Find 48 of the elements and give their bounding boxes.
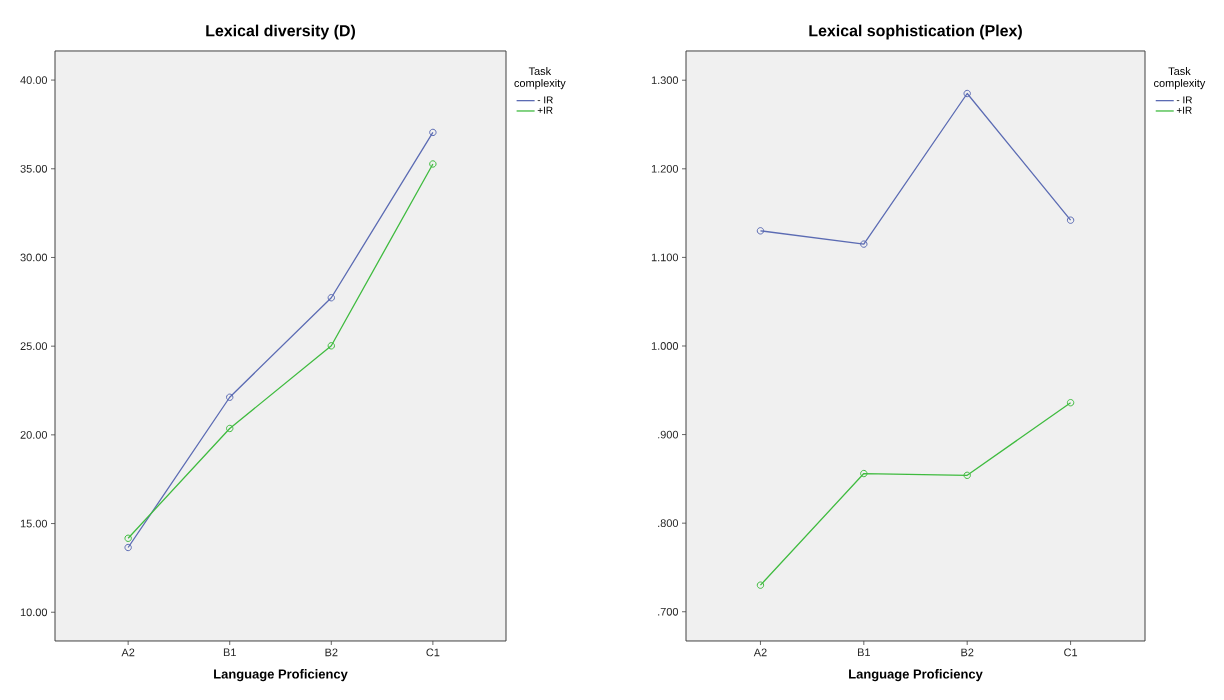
y-tick-label: 1.300 <box>651 76 679 85</box>
legend-label: +IR <box>1176 106 1192 114</box>
y-tick-label: 30.00 <box>20 253 48 262</box>
point <box>226 393 234 401</box>
point <box>124 543 132 552</box>
y-tick-label: 35.00 <box>20 164 48 173</box>
legend-title: Task complexity <box>514 66 566 90</box>
y-tick-label: .800 <box>658 519 679 528</box>
point <box>963 89 971 98</box>
y-tick-label: .700 <box>658 607 679 616</box>
y-tick-label: 1.000 <box>651 342 679 350</box>
x-tick-label: B2 <box>325 648 338 657</box>
chart-title: Lexical diversity (D) <box>206 24 355 40</box>
x-axis-title: Language Proficiency <box>214 669 348 682</box>
y-tick-label: 15.00 <box>20 519 48 528</box>
x-tick-label: B1 <box>223 648 236 657</box>
chart-title: Lexical sophistication (Plex) <box>809 24 1022 40</box>
point <box>756 581 765 589</box>
point <box>429 160 437 168</box>
point <box>756 227 765 235</box>
x-axis-title: Language Proficiency <box>849 669 983 682</box>
legend-label: - IR <box>1176 96 1192 104</box>
y-tick-label: 40.00 <box>20 76 48 84</box>
x-tick-label: B2 <box>961 648 974 657</box>
x-tick-label: C1 <box>1064 648 1078 657</box>
y-tick-label: 20.00 <box>20 430 48 439</box>
x-tick-label: C1 <box>426 648 440 657</box>
point <box>1066 216 1075 224</box>
point <box>963 471 971 480</box>
point <box>860 240 868 248</box>
y-tick-label: 1.200 <box>651 164 679 173</box>
legend-label: +IR <box>537 106 553 114</box>
point <box>226 424 234 433</box>
y-tick-label: 25.00 <box>20 342 48 351</box>
point <box>124 534 132 542</box>
y-tick-label: .900 <box>658 430 679 439</box>
legend-label: - IR <box>537 96 553 104</box>
point <box>1066 398 1075 407</box>
point <box>860 469 868 478</box>
point <box>429 128 437 137</box>
x-tick-label: A2 <box>753 648 767 657</box>
x-tick-label: B1 <box>858 648 870 657</box>
legend-title: Task complexity <box>1154 66 1206 90</box>
point <box>327 294 335 302</box>
y-tick-label: 1.100 <box>651 253 679 262</box>
x-tick-label: A2 <box>121 648 135 657</box>
y-tick-label: 10.00 <box>20 608 48 617</box>
point <box>327 342 335 350</box>
